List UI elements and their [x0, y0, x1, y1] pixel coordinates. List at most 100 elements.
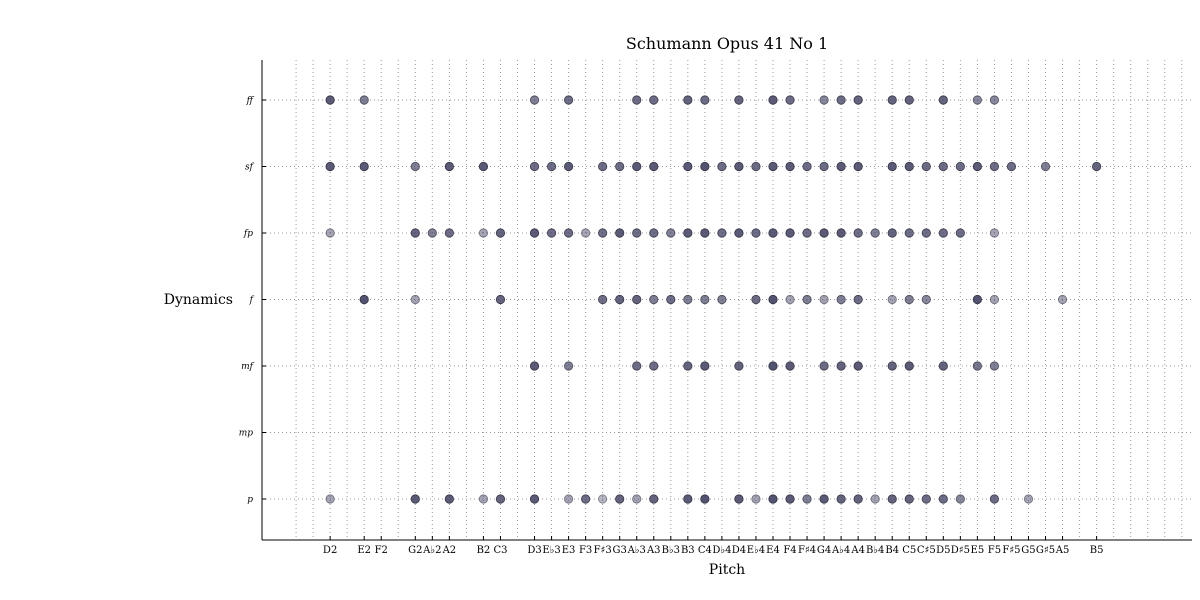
data-point: [921, 494, 931, 504]
data-point: [768, 228, 778, 238]
data-point: [700, 494, 710, 504]
data-point: [717, 161, 727, 172]
data-point: [598, 294, 608, 305]
x-tick-label: B5: [1090, 545, 1104, 556]
data-point: [802, 494, 812, 504]
x-tick-label: A5: [1055, 545, 1070, 556]
data-point: [325, 95, 335, 105]
data-point: [921, 228, 931, 238]
x-tick-label: E2: [357, 545, 371, 556]
data-point: [785, 161, 795, 172]
data-point: [632, 95, 642, 105]
data-point: [734, 361, 744, 371]
data-point: [529, 95, 540, 105]
data-point: [410, 161, 420, 172]
x-tick-label: D2: [323, 545, 337, 556]
x-tick-label: A♭4: [831, 545, 850, 556]
data-point: [581, 228, 591, 238]
data-point: [819, 361, 829, 371]
x-tick-label: E3: [562, 545, 576, 556]
x-tick-label: E♭4: [747, 545, 765, 556]
grid: [262, 60, 1192, 540]
data-point: [904, 161, 914, 172]
data-point: [1057, 294, 1068, 305]
data-point: [887, 494, 897, 504]
data-point: [751, 494, 761, 504]
data-point: [683, 494, 693, 504]
data-point: [546, 161, 557, 172]
data-point: [700, 161, 710, 172]
x-tick-label: C4: [698, 545, 712, 556]
data-point: [581, 494, 591, 504]
data-point: [802, 228, 812, 238]
data-point: [666, 228, 676, 238]
data-point: [785, 494, 795, 504]
data-point: [700, 228, 710, 238]
data-point: [683, 294, 693, 305]
data-point: [734, 228, 744, 238]
data-point: [410, 228, 420, 238]
data-point: [632, 161, 642, 172]
data-point: [359, 95, 369, 105]
data-point: [802, 294, 812, 305]
x-tick-label: C♯5: [917, 545, 936, 556]
data-point: [359, 161, 369, 172]
x-axis-ticks: D2 E2 F2 G2 A♭2 A2 B2 C3 D3 E♭3 E3 F3 F♯3 G3 A♭3 A3 B♭3 B…: [323, 536, 1104, 556]
data-point: [700, 95, 710, 105]
x-tick-label: D5: [936, 545, 950, 556]
data-point: [734, 494, 744, 504]
data-point: [410, 494, 420, 504]
data-point: [836, 294, 846, 305]
data-point: [887, 95, 897, 105]
data-point: [632, 361, 642, 371]
x-tick-label: F4: [783, 545, 796, 556]
data-point: [563, 161, 574, 172]
x-tick-label: D♯5: [951, 545, 970, 556]
data-point: [495, 294, 506, 305]
data-point: [700, 294, 710, 305]
data-point: [734, 161, 744, 172]
data-point: [853, 95, 863, 105]
y-tick-label: mf: [241, 362, 255, 372]
x-tick-label: B3: [681, 545, 695, 556]
x-tick-label: D♭4: [712, 545, 731, 556]
data-point: [904, 494, 914, 504]
data-point: [632, 494, 642, 504]
x-tick-label: B♭3: [662, 545, 680, 556]
data-point: [529, 228, 540, 238]
x-tick-label: C5: [902, 545, 916, 556]
data-point: [836, 161, 846, 172]
data-point: [836, 228, 846, 238]
data-point: [563, 95, 574, 105]
data-point: [683, 361, 693, 371]
data-point: [683, 95, 693, 105]
data-point: [972, 294, 982, 305]
x-tick-label: D4: [732, 545, 746, 556]
x-tick-label: F3: [579, 545, 592, 556]
data-point: [938, 95, 948, 105]
x-tick-label: C3: [493, 545, 507, 556]
data-point: [478, 161, 489, 172]
x-tick-label: E♭3: [542, 545, 560, 556]
data-point: [632, 294, 642, 305]
x-tick-label: B♭4: [866, 545, 884, 556]
chart-title: Schumann Opus 41 No 1: [626, 34, 828, 53]
data-point: [325, 161, 335, 172]
x-tick-label: B4: [885, 545, 899, 556]
data-point: [819, 494, 829, 504]
data-point: [649, 294, 659, 305]
data-point: [819, 161, 829, 172]
data-point: [1092, 161, 1102, 172]
data-point: [615, 161, 625, 172]
data-point: [649, 228, 659, 238]
data-point: [836, 494, 846, 504]
data-point: [666, 294, 676, 305]
data-point: [921, 161, 931, 172]
data-point: [325, 494, 335, 504]
data-point: [546, 228, 557, 238]
x-tick-label: G3: [613, 545, 627, 556]
data-point: [529, 361, 540, 371]
data-point: [955, 494, 965, 504]
y-tick-label: f: [249, 296, 255, 306]
data-point: [938, 494, 948, 504]
